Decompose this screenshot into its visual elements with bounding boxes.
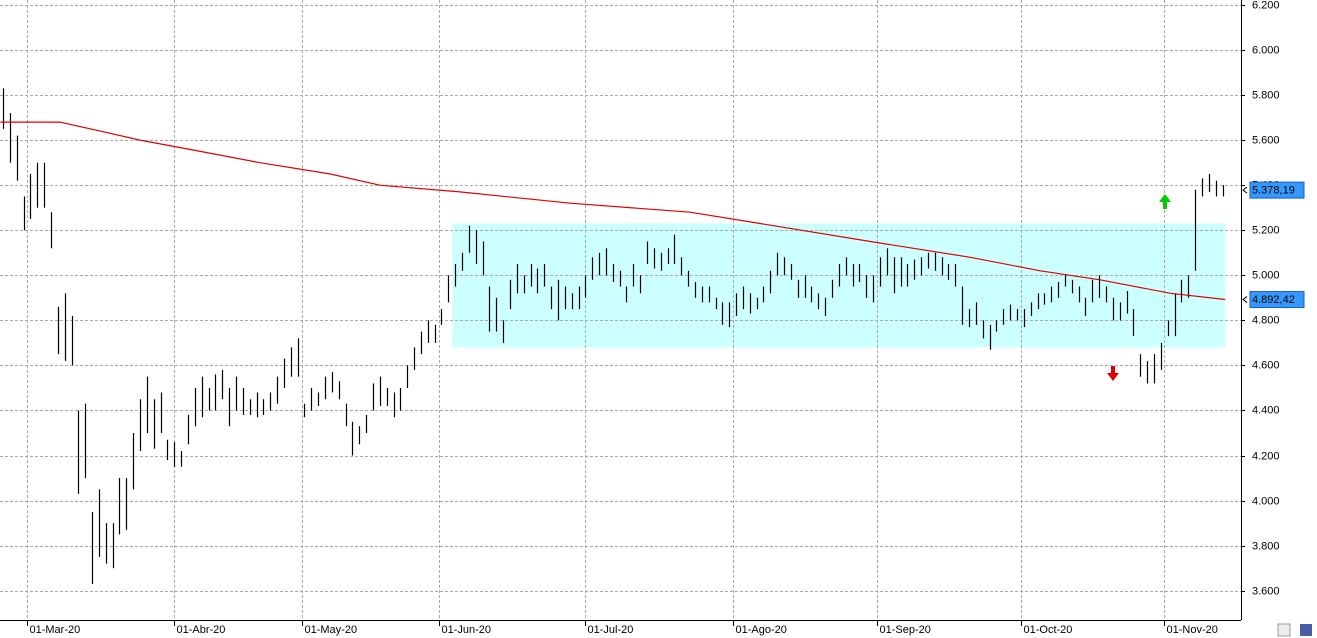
x-tick-label: 01-Jun-20 xyxy=(442,624,492,636)
y-tick-label: 4.400 xyxy=(1252,404,1280,416)
x-tick-label: 01-Oct-20 xyxy=(1024,624,1073,636)
x-tick-label: 01-Abr-20 xyxy=(177,624,226,636)
y-tick-label: 4.600 xyxy=(1252,359,1280,371)
y-tick-label: 5.000 xyxy=(1252,269,1280,281)
y-tick-label: 5.600 xyxy=(1252,134,1280,146)
x-tick-label: 01-Ago-20 xyxy=(736,624,787,636)
x-tick-label: 01-May-20 xyxy=(305,624,358,636)
down-arrow xyxy=(1107,366,1119,381)
y-tick-label: 6.000 xyxy=(1252,44,1280,56)
save-icon[interactable] xyxy=(1300,624,1312,636)
y-tick-label: 5.800 xyxy=(1252,89,1280,101)
x-tick-label: 01-Nov-20 xyxy=(1167,624,1218,636)
x-tick-label: 01-Jul-20 xyxy=(588,624,634,636)
price-label-box xyxy=(1249,291,1305,309)
price-label: 4.892,42 xyxy=(1252,294,1295,306)
y-tick-label: 4.800 xyxy=(1252,314,1280,326)
price-pointer xyxy=(1242,296,1248,303)
y-tick-label: 5.200 xyxy=(1252,224,1280,236)
settings-icon[interactable] xyxy=(1277,623,1291,637)
price-label: 5.378,19 xyxy=(1252,185,1295,197)
y-tick-label: 3.600 xyxy=(1252,585,1280,597)
price-label-box xyxy=(1249,181,1305,199)
x-tick-label: 01-Sep-20 xyxy=(880,624,931,636)
y-tick-label: 3.800 xyxy=(1252,540,1280,552)
plot-area xyxy=(0,0,1241,620)
highlight-box xyxy=(452,223,1226,348)
price-pointer xyxy=(1242,186,1248,194)
y-tick-label: 4.200 xyxy=(1252,450,1280,462)
x-tick-label: 01-Mar-20 xyxy=(30,624,81,636)
y-tick-label: 4.000 xyxy=(1252,495,1280,507)
y-tick-label: 6.200 xyxy=(1252,0,1280,11)
up-arrow xyxy=(1159,194,1171,209)
moving-average xyxy=(0,121,1226,301)
